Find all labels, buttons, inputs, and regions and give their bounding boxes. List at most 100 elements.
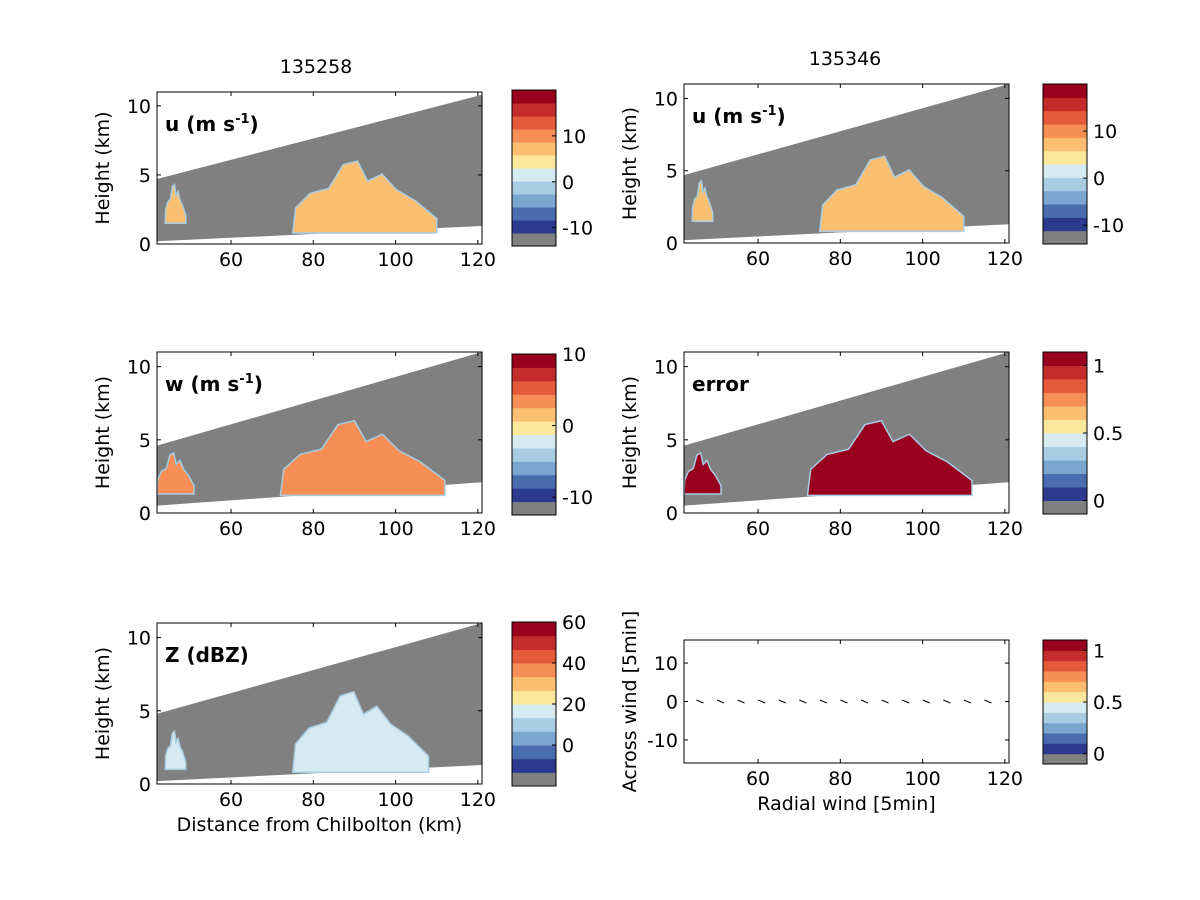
axes-frame: [683, 351, 1010, 514]
colorbar-segment: [512, 772, 556, 786]
wind-arrow: [881, 699, 889, 704]
colorbar-segment: [1043, 137, 1087, 152]
colorbar: 00.51: [1042, 639, 1123, 766]
colorbar-segment: [512, 690, 556, 705]
y-tick-label: 0: [139, 774, 151, 796]
colorbar-tick-label: 1: [1093, 640, 1105, 662]
wind-arrow: [819, 699, 828, 704]
colorbar-segment: [1043, 419, 1087, 434]
axes-frame: [156, 622, 483, 785]
colorbar-segment: [1043, 650, 1087, 662]
x-tick-label: 100: [904, 518, 940, 540]
y-axis-label: Height (km): [619, 107, 641, 220]
colorbar-segment: [512, 129, 556, 143]
y-tick-label: 5: [139, 165, 151, 187]
colorbar-tick-label: 10: [562, 344, 586, 366]
x-tick-label: 100: [904, 248, 940, 270]
x-tick-label: 120: [460, 518, 496, 540]
wind-arrow: [757, 699, 766, 704]
echo-region-1: [164, 729, 187, 771]
x-tick-label: 60: [219, 518, 243, 540]
wind-arrow: [922, 699, 930, 704]
wind-arrow: [901, 699, 910, 704]
y-axis-label: Height (km): [619, 376, 641, 489]
colorbar: -10 0 10: [511, 89, 593, 247]
x-tick-label: 80: [301, 249, 325, 271]
panel-u_right: 60 80 100 120 0 5 10 Height (km) u (m s-1) -10 0 10: [619, 83, 1124, 270]
panel-label-tail: ): [777, 104, 786, 128]
plot-area: [684, 352, 1009, 506]
y-tick-label: 10: [127, 96, 151, 118]
colorbar-segment: [1043, 150, 1087, 165]
colorbar-segment: [512, 142, 556, 156]
colorbar-segment: [1043, 84, 1087, 98]
colorbar-tick-label: 0: [562, 172, 574, 194]
wind-arrow: [984, 699, 992, 704]
x-tick-label: 60: [746, 248, 770, 270]
colorbar: -10 0 10: [511, 344, 593, 516]
colorbar-segment: [512, 717, 556, 732]
x-tick-label: 80: [301, 518, 325, 540]
y-tick-label: 10: [654, 653, 678, 675]
colorbar-segment: [512, 394, 556, 409]
colorbar-segment: [512, 103, 556, 117]
colorbar-tick-label: 20: [562, 694, 586, 716]
plot-area: [157, 623, 482, 782]
colorbar-tick-label: -10: [562, 218, 593, 240]
panel-label-main: w (m s: [165, 372, 239, 396]
colorbar-segment: [1043, 352, 1087, 366]
colorbar-segment: [1043, 473, 1087, 488]
panel-label-superscript: -1: [762, 104, 776, 119]
colorbar-segment: [512, 461, 556, 476]
x-tick-label: 60: [746, 768, 770, 790]
x-tick-label: 100: [377, 789, 413, 811]
panel-label-main: u (m s: [692, 104, 762, 128]
colorbar-segment: [512, 622, 556, 637]
colorbar-tick-label: -10: [562, 487, 593, 509]
colorbar-segment: [512, 649, 556, 664]
wind-arrow: [737, 699, 745, 704]
panel-label-superscript: -1: [235, 112, 249, 127]
colorbar-segment: [512, 758, 556, 773]
colorbar-frame: [1042, 83, 1088, 245]
wind-arrow: [840, 699, 848, 704]
colorbar-segment: [1043, 217, 1087, 232]
y-tick-label: 5: [139, 701, 151, 723]
y-tick-label: 10: [654, 88, 678, 110]
echo-region-2: [818, 155, 965, 233]
x-tick-label: 80: [828, 248, 852, 270]
colorbar-segment: [512, 380, 556, 395]
wind-arrow: [860, 699, 869, 704]
colorbar-segment: [1043, 190, 1087, 205]
colorbar-segment: [512, 501, 556, 515]
axes-frame: [156, 351, 483, 514]
y-tick-label: 0: [666, 233, 678, 255]
axes-frame: [683, 83, 1010, 244]
panel-z_left: 60 80 100 120 0 5 10 Height (km) Distance from C…: [92, 612, 586, 836]
axes-frame: [683, 639, 1010, 764]
colorbar-segment: [1043, 681, 1087, 693]
colorbar-segment: [512, 168, 556, 182]
wind-arrow: [943, 699, 951, 704]
colorbar-segment: [512, 434, 556, 449]
colorbar-segment: [1043, 392, 1087, 407]
colorbar-segment: [512, 676, 556, 691]
y-tick-label: 5: [666, 161, 678, 183]
colorbar-segment: [512, 731, 556, 746]
x-tick-label: 60: [219, 789, 243, 811]
colorbar-segment: [512, 704, 556, 719]
colorbar-tick-label: 0: [1093, 168, 1105, 190]
wind-arrow: [778, 699, 786, 704]
x-tick-label: 80: [828, 518, 852, 540]
colorbar-segment: [1043, 743, 1087, 755]
colorbar-segment: [512, 447, 556, 462]
colorbar: -10 0 10: [1042, 83, 1124, 245]
colorbar-tick-label: 1: [1093, 356, 1105, 378]
colorbar-segment: [1043, 406, 1087, 420]
colorbar-segment: [1043, 379, 1087, 393]
colorbar-frame: [511, 353, 557, 516]
panel-u_left: 60 80 100 120 0 5 10 Height (km) u (m s-1) -10 0 10: [92, 89, 593, 271]
colorbar-segment: [1043, 365, 1087, 380]
y-tick-label: -10: [647, 730, 678, 752]
colorbar-segment: [512, 233, 556, 246]
